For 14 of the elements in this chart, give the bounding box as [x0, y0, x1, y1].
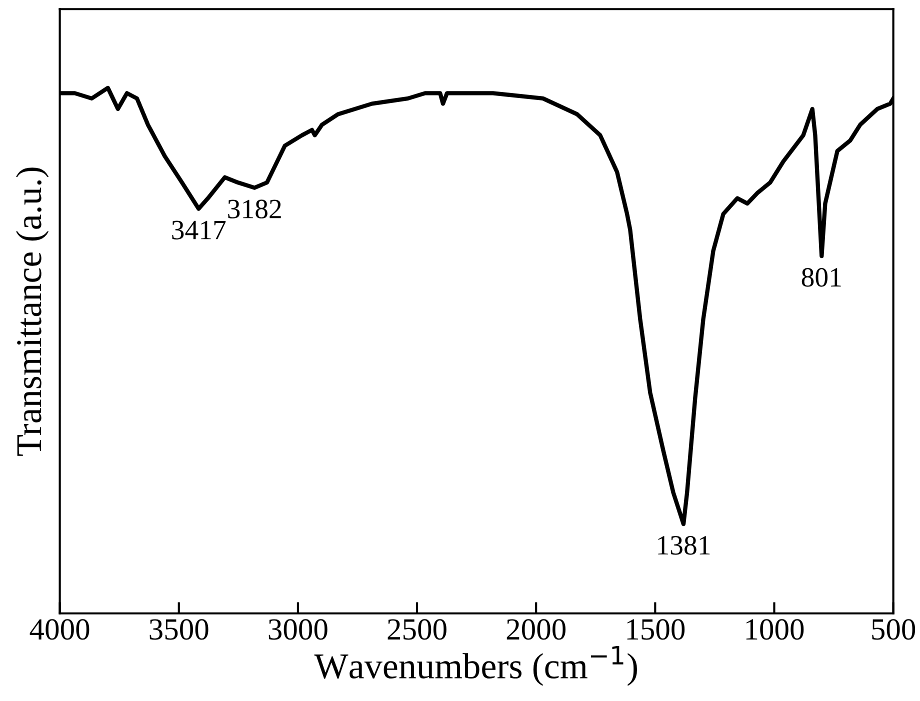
annotation: 3417: [172, 220, 226, 240]
annotation: 1381: [658, 536, 710, 555]
x-tick-label: 4000: [30, 619, 90, 640]
x-tick-label: 3500: [150, 619, 208, 640]
x-tick-label: 3000: [268, 619, 328, 640]
x-axis-title: Wavenumbers (cm$^{−1}$): [314, 646, 637, 686]
x-tick-label: 500: [872, 619, 916, 640]
annotation: 801: [802, 268, 841, 287]
x-tick-label: 1500: [627, 619, 685, 640]
x-tick-label: 1000: [746, 619, 804, 640]
x-tick-label: 2000: [506, 619, 566, 640]
x-tick-label: 2500: [388, 619, 446, 640]
y-axis-title: Transmittance (a.u.): [16, 168, 49, 456]
annotation: 3182: [228, 200, 281, 218]
